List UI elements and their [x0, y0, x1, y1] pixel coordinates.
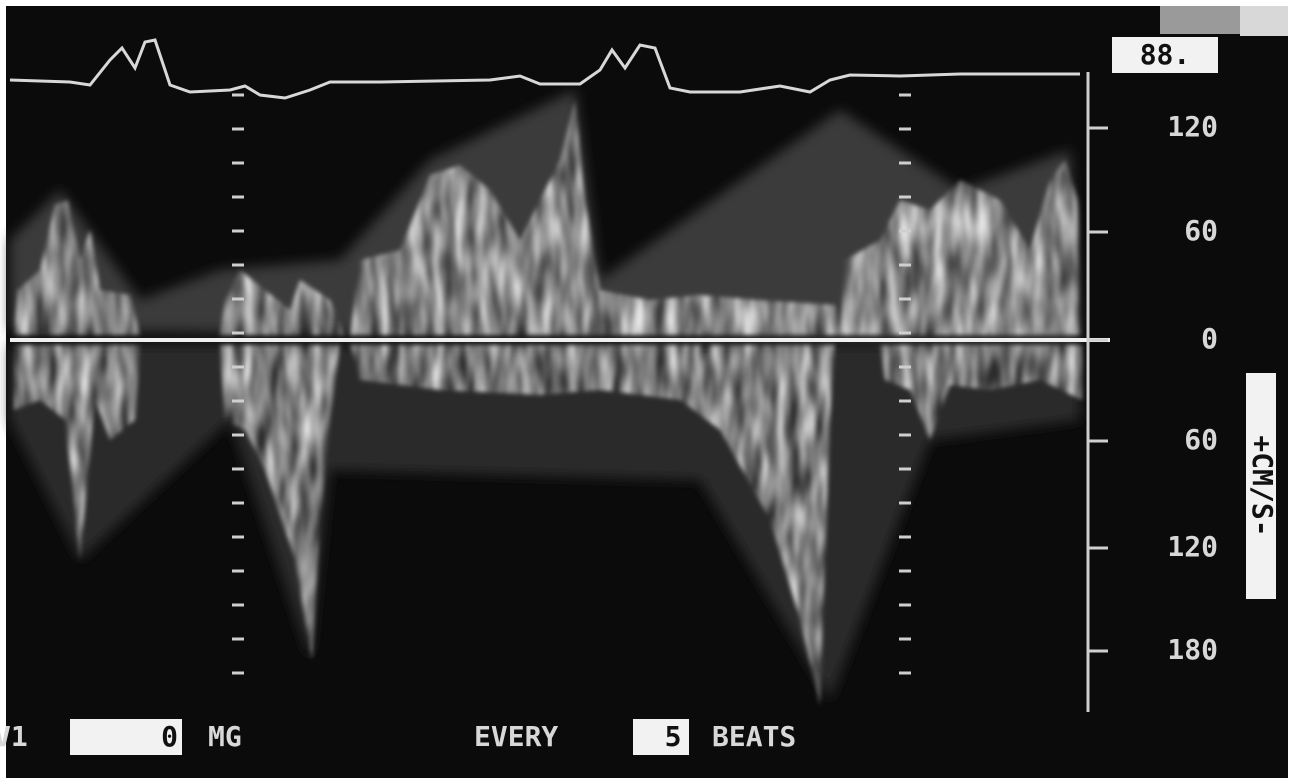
gain: 0 [161, 720, 178, 753]
scale-label: 60 [1184, 214, 1218, 247]
scale-label: 120 [1167, 530, 1218, 563]
scale-label: 0 [1201, 322, 1218, 355]
doppler-screen: 12060060120180 88. +CM/S- V1 0 MG EVERY … [0, 0, 1292, 783]
scale-unit: +CM/S- [1246, 435, 1279, 536]
gain-unit: MG [208, 720, 242, 753]
doppler-display: 12060060120180 88. +CM/S- V1 0 MG EVERY … [0, 0, 1292, 783]
scale-label: 120 [1167, 110, 1218, 143]
heart-rate: 88. [1140, 38, 1191, 71]
beat-count: 5 [665, 720, 682, 753]
scale-label: 180 [1167, 633, 1218, 666]
scale-label: 60 [1184, 423, 1218, 456]
beats-label: BEATS [712, 720, 796, 753]
glare [1240, 6, 1288, 36]
every-label: EVERY [474, 720, 558, 753]
lead: V1 [0, 720, 28, 753]
